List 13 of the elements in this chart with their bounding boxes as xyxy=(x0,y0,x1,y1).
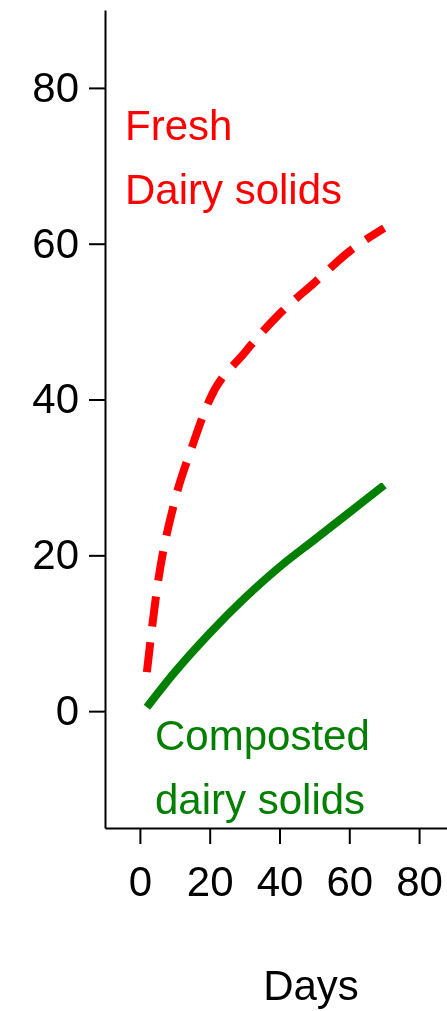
y-tick-label: 20 xyxy=(32,531,79,579)
x-tick-label: 80 xyxy=(396,857,443,905)
y-tick-label: 40 xyxy=(32,375,79,423)
y-tick-label: 60 xyxy=(32,219,79,267)
series-label: Fresh Dairy solids xyxy=(125,102,343,213)
series-label: Composted dairy solids xyxy=(155,712,370,823)
y-tick-label: 0 xyxy=(55,687,79,735)
x-axis-title: Days xyxy=(263,962,359,1009)
x-tick-label: 20 xyxy=(186,857,234,905)
x-tick-label: 0 xyxy=(128,857,153,905)
x-tick-label: 40 xyxy=(256,857,304,905)
y-tick-label: 80 xyxy=(32,63,79,111)
x-tick-label: 60 xyxy=(326,857,374,905)
